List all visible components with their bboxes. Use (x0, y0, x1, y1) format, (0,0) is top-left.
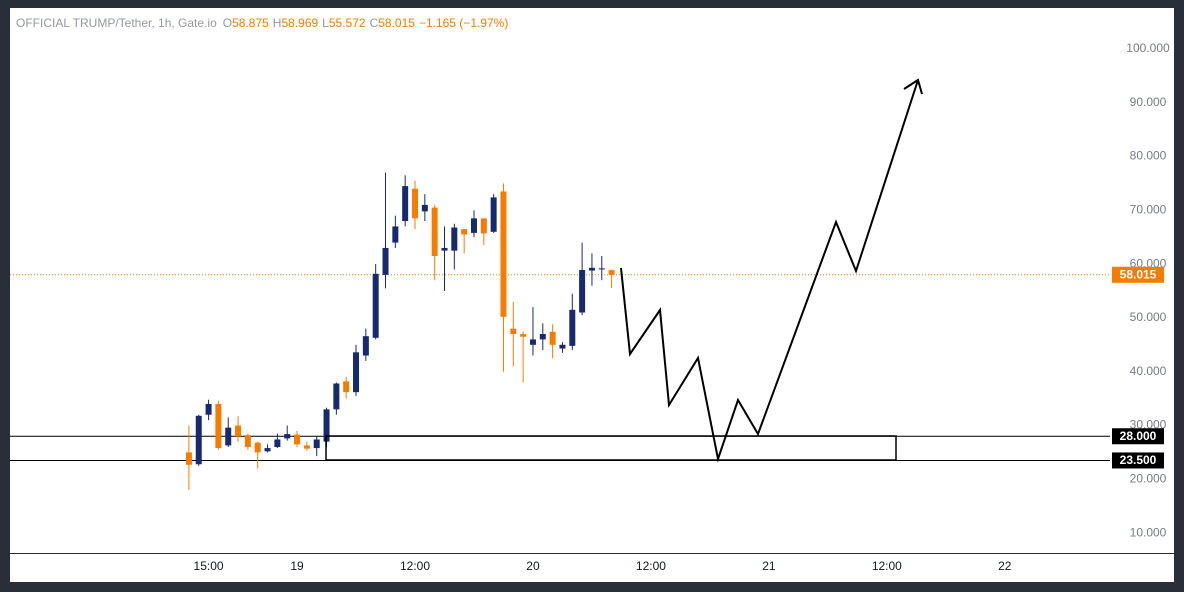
x-tick-label: 12:00 (872, 559, 902, 573)
candle-body (412, 188, 419, 219)
candle-body (470, 218, 477, 233)
level-label: 28.000 (1120, 429, 1157, 443)
ohlc-value: 55.572 (329, 16, 366, 30)
x-tick-label: 19 (290, 559, 304, 573)
candle-body (392, 226, 399, 243)
candle-body (461, 229, 468, 235)
candle-body (274, 439, 281, 448)
candle-body (608, 270, 615, 275)
candle-body (588, 267, 595, 271)
ohlc-value: 58.015 (378, 16, 415, 30)
candle-body (431, 207, 438, 257)
ohlc-key: C (370, 16, 379, 30)
y-tick-label: 90.000 (1130, 95, 1167, 109)
last-price-box (1112, 266, 1164, 283)
chart-background (10, 8, 1174, 582)
x-tick-label: 22 (998, 559, 1012, 573)
y-tick-label: 30.000 (1130, 418, 1167, 432)
y-tick-label: 20.000 (1130, 471, 1167, 485)
ohlc-value: 58.875 (232, 16, 269, 30)
candle-body (235, 425, 242, 437)
candle-body (225, 427, 232, 446)
projection-path (620, 79, 919, 463)
candle-body (284, 434, 291, 439)
candle-body (303, 445, 310, 449)
candle-body (215, 403, 222, 449)
candle-body (333, 383, 340, 410)
candle-body (559, 344, 566, 349)
candle-body (313, 439, 320, 449)
change-value: −1.165 (−1.97%) (419, 16, 508, 30)
y-tick-label: 70.000 (1130, 202, 1167, 216)
y-tick-label: 50.000 (1130, 310, 1167, 324)
candle-body (529, 339, 536, 345)
candle-body (441, 247, 448, 251)
candle-body (372, 273, 379, 338)
y-tick-label: 100.000 (1126, 41, 1170, 55)
y-tick-label: 10.000 (1130, 525, 1167, 539)
candle-body (185, 452, 192, 465)
last-price-label: 58.015 (1120, 267, 1157, 281)
candle-body (402, 186, 409, 222)
ohlc-key: L (322, 16, 329, 30)
candle-body (362, 336, 369, 356)
level-label-box (1112, 428, 1164, 445)
candle-body (244, 435, 251, 448)
candle-body (480, 218, 487, 234)
x-tick-label: 12:00 (400, 559, 430, 573)
x-tick-label: 21 (762, 559, 776, 573)
candle-body (382, 247, 389, 275)
candle-body (294, 434, 301, 445)
candle-body (549, 331, 556, 345)
candle-body (500, 191, 507, 317)
y-tick-label: 40.000 (1130, 364, 1167, 378)
level-label: 23.500 (1120, 453, 1157, 467)
level-label-box (1112, 452, 1164, 469)
candle-body (510, 328, 517, 335)
candle-body (520, 334, 527, 337)
candle-body (421, 204, 428, 212)
candle-body (323, 409, 330, 442)
ohlc-value: 58.969 (281, 16, 318, 30)
chart-title: OFFICIAL TRUMP/Tether, 1h, Gate.io (16, 16, 217, 30)
candle-body (451, 227, 458, 251)
projection-arrowhead (903, 78, 923, 95)
y-tick-label: 80.000 (1130, 149, 1167, 163)
candle-body (539, 334, 546, 340)
candle-body (579, 270, 586, 313)
demand-zone-box (325, 435, 897, 461)
ohlc-key: H (273, 16, 282, 30)
x-tick-label: 15:00 (194, 559, 224, 573)
candle-body (195, 415, 202, 465)
y-tick-label: 60.000 (1130, 256, 1167, 270)
candle-body (264, 448, 271, 452)
x-tick-label: 20 (526, 559, 540, 573)
candle-body (569, 309, 576, 346)
candle-body (598, 268, 605, 270)
x-tick-label: 12:00 (636, 559, 666, 573)
candle-body (205, 403, 212, 415)
candle-body (353, 352, 360, 393)
ohlc-key: O (223, 16, 232, 30)
candle-body (490, 197, 497, 232)
plot-area (10, 172, 1110, 491)
candle-body (254, 442, 261, 453)
candle-body (343, 381, 350, 393)
chart-header: OFFICIAL TRUMP/Tether, 1h, Gate.io O58.87… (16, 16, 508, 30)
